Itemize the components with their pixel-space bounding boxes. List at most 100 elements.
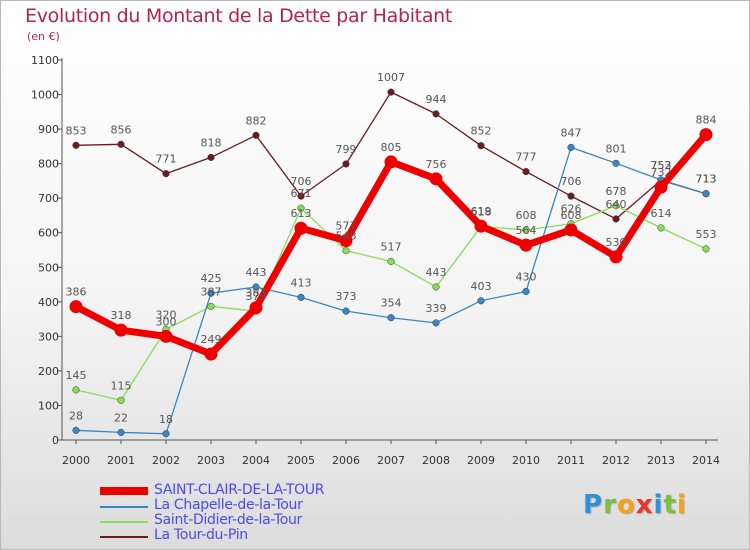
chart-title: Evolution du Montant de la Dette par Hab… xyxy=(25,5,453,27)
data-point-la-chapelle-de-la-tour-2008 xyxy=(432,319,440,327)
data-point-la-chapelle-de-la-tour-2005 xyxy=(297,293,305,301)
data-label-la-chapelle-de-la-tour-2006: 373 xyxy=(336,290,357,303)
data-label-saint-didier-de-la-tour-2001: 115 xyxy=(111,379,132,392)
data-point-saint-clair-de-la-tour-2006 xyxy=(339,234,353,248)
data-point-la-tour-du-pin-2003 xyxy=(207,153,215,161)
y-tick-label-400: 400 xyxy=(38,296,59,309)
data-label-la-tour-du-pin-2001: 856 xyxy=(111,123,132,136)
data-label-la-tour-du-pin-2007: 1007 xyxy=(377,71,405,84)
data-label-la-chapelle-de-la-tour-2004: 443 xyxy=(246,266,267,279)
data-label-saint-didier-de-la-tour-2014: 553 xyxy=(696,228,717,241)
data-point-saint-didier-de-la-tour-2012 xyxy=(612,202,620,210)
data-point-la-tour-du-pin-2012 xyxy=(612,215,620,223)
data-point-saint-didier-de-la-tour-2014 xyxy=(702,245,710,253)
y-tick-label-0: 0 xyxy=(52,434,59,447)
data-label-la-tour-du-pin-2013: 752 xyxy=(651,159,672,172)
y-tick-label-900: 900 xyxy=(38,123,59,136)
legend-label-la-tour-du-pin: La Tour-du-Pin xyxy=(154,527,248,543)
y-tick-label-800: 800 xyxy=(38,158,59,171)
data-label-la-tour-du-pin-2003: 818 xyxy=(201,136,222,149)
legend-label-la-chapelle: La Chapelle-de-la-Tour xyxy=(154,497,303,513)
data-point-saint-clair-de-la-tour-2004 xyxy=(249,301,263,315)
data-label-saint-didier-de-la-tour-2002: 320 xyxy=(156,308,177,321)
data-label-la-tour-du-pin-2008: 944 xyxy=(426,93,447,106)
legend-swatch-saint-didier xyxy=(100,521,148,523)
data-point-saint-didier-de-la-tour-2000 xyxy=(72,386,80,394)
data-point-saint-clair-de-la-tour-2008 xyxy=(429,172,443,186)
data-point-la-tour-du-pin-2004 xyxy=(252,131,260,139)
data-label-saint-didier-de-la-tour-2004: 373 xyxy=(246,290,267,303)
data-point-saint-clair-de-la-tour-2011 xyxy=(564,223,578,237)
data-label-la-tour-du-pin-2009: 852 xyxy=(471,125,492,138)
data-label-la-chapelle-de-la-tour-2007: 354 xyxy=(381,297,402,310)
x-tick-label-2006: 2006 xyxy=(332,454,360,467)
data-point-saint-clair-de-la-tour-2001 xyxy=(114,323,128,337)
data-label-la-tour-du-pin-2004: 882 xyxy=(246,114,267,127)
x-tick-label-2002: 2002 xyxy=(152,454,180,467)
data-point-la-chapelle-de-la-tour-2001 xyxy=(117,428,125,436)
data-label-saint-clair-de-la-tour-2009: 619 xyxy=(471,205,492,218)
data-point-la-tour-du-pin-2010 xyxy=(522,168,530,176)
y-tick-label-500: 500 xyxy=(38,261,59,274)
data-point-saint-didier-de-la-tour-2008 xyxy=(432,283,440,291)
data-label-saint-didier-de-la-tour-2003: 387 xyxy=(201,285,222,298)
data-point-saint-didier-de-la-tour-2007 xyxy=(387,257,395,265)
data-label-la-chapelle-de-la-tour-2000: 28 xyxy=(69,409,83,422)
data-label-la-chapelle-de-la-tour-2002: 18 xyxy=(159,413,173,426)
x-tick-label-2009: 2009 xyxy=(467,454,495,467)
data-point-saint-didier-de-la-tour-2006 xyxy=(342,247,350,255)
data-label-la-tour-du-pin-2006: 799 xyxy=(336,143,357,156)
proxiti-logo: Proxiti xyxy=(583,490,687,520)
data-point-saint-clair-de-la-tour-2000 xyxy=(69,300,83,314)
data-point-la-chapelle-de-la-tour-2000 xyxy=(72,426,80,434)
data-point-la-chapelle-de-la-tour-2012 xyxy=(612,159,620,167)
legend-label-saint-clair: SAINT-CLAIR-DE-LA-TOUR xyxy=(154,482,325,498)
x-tick-label-2004: 2004 xyxy=(242,454,270,467)
data-label-saint-clair-de-la-tour-2004: 383 xyxy=(246,287,267,300)
data-point-saint-clair-de-la-tour-2005 xyxy=(294,221,308,235)
data-label-la-tour-du-pin-2000: 853 xyxy=(66,124,87,137)
data-label-la-chapelle-de-la-tour-2005: 413 xyxy=(291,276,312,289)
data-label-saint-clair-de-la-tour-2003: 249 xyxy=(201,333,222,346)
x-tick-label-2013: 2013 xyxy=(647,454,675,467)
data-label-saint-didier-de-la-tour-2000: 145 xyxy=(66,369,87,382)
data-point-la-tour-du-pin-2009 xyxy=(477,142,485,150)
legend-swatch-saint-clair xyxy=(100,487,148,495)
data-label-saint-didier-de-la-tour-2009: 618 xyxy=(471,206,492,219)
data-point-la-tour-du-pin-2005 xyxy=(297,192,305,200)
chart-unit-label: (en €) xyxy=(27,30,60,43)
data-point-saint-clair-de-la-tour-2012 xyxy=(609,250,623,264)
data-label-saint-clair-de-la-tour-2012: 530 xyxy=(606,236,627,249)
data-point-saint-didier-de-la-tour-2003 xyxy=(207,302,215,310)
data-point-la-tour-du-pin-2002 xyxy=(162,170,170,178)
data-point-saint-clair-de-la-tour-2009 xyxy=(474,219,488,233)
data-label-saint-clair-de-la-tour-2011: 608 xyxy=(561,209,582,222)
data-point-la-tour-du-pin-2006 xyxy=(342,160,350,168)
data-point-saint-clair-de-la-tour-2010 xyxy=(519,238,533,252)
data-point-la-chapelle-de-la-tour-2010 xyxy=(522,287,530,296)
data-point-saint-clair-de-la-tour-2013 xyxy=(654,180,668,194)
data-label-saint-clair-de-la-tour-2007: 805 xyxy=(381,141,402,154)
y-tick-label-100: 100 xyxy=(38,399,59,412)
data-label-la-chapelle-de-la-tour-2012: 801 xyxy=(606,142,627,155)
x-tick-label-2008: 2008 xyxy=(422,454,450,467)
data-label-saint-clair-de-la-tour-2006: 577 xyxy=(336,220,357,233)
data-label-saint-didier-de-la-tour-2012: 678 xyxy=(606,185,627,198)
data-point-la-chapelle-de-la-tour-2014 xyxy=(702,190,710,198)
data-label-la-chapelle-de-la-tour-2010: 430 xyxy=(516,270,537,283)
data-label-saint-clair-de-la-tour-2010: 564 xyxy=(516,224,537,237)
data-point-la-tour-du-pin-2007 xyxy=(387,88,395,96)
data-label-saint-didier-de-la-tour-2011: 626 xyxy=(561,203,582,216)
data-label-saint-clair-de-la-tour-2013: 732 xyxy=(651,166,672,179)
data-label-saint-didier-de-la-tour-2006: 548 xyxy=(336,230,357,243)
data-point-la-tour-du-pin-2011 xyxy=(567,192,575,200)
y-tick-label-600: 600 xyxy=(38,227,59,240)
data-point-saint-didier-de-la-tour-2013 xyxy=(657,224,665,232)
legend-label-saint-didier: Saint-Didier-de-la-Tour xyxy=(154,512,302,528)
data-label-la-tour-du-pin-2014: 713 xyxy=(696,173,717,186)
data-point-la-tour-du-pin-2008 xyxy=(432,110,440,118)
data-label-saint-didier-de-la-tour-2013: 614 xyxy=(651,207,672,220)
data-label-la-tour-du-pin-2005: 706 xyxy=(291,175,312,188)
y-tick-label-200: 200 xyxy=(38,365,59,378)
